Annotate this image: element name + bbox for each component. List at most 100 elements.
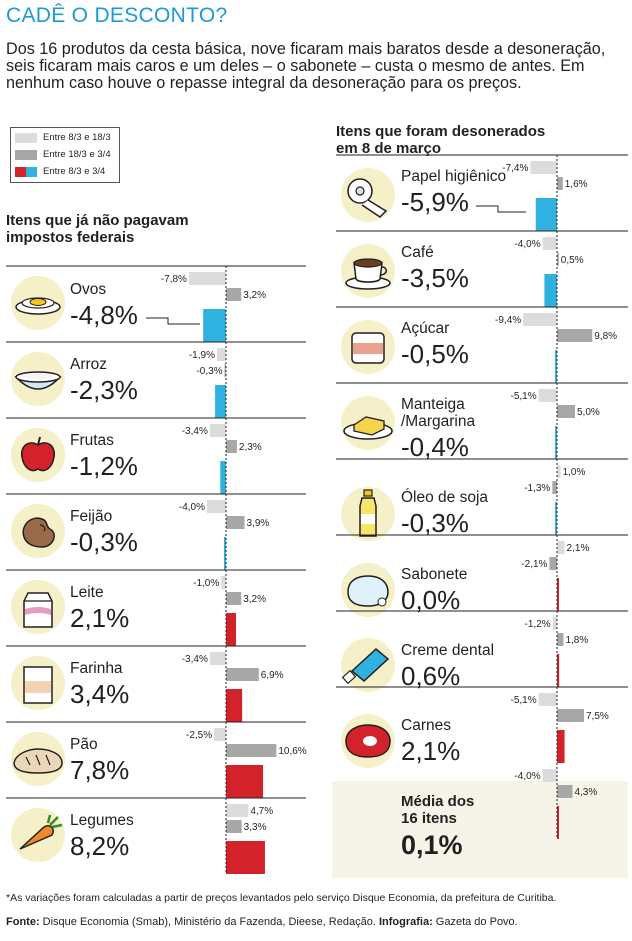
bar-period-1-sabonete xyxy=(557,541,565,554)
bar-label-period-2-arroz: -0,3% xyxy=(196,366,222,377)
item-name-sabonete: Sabonete xyxy=(401,566,468,583)
footnote: *As variações foram calculadas a partir … xyxy=(6,892,557,904)
bar-label-period-1-creme-dental: -1,2% xyxy=(525,619,551,630)
item-name-carnes: Carnes xyxy=(401,717,451,734)
right-section-title: Itens que foram desonerados em 8 de març… xyxy=(336,123,545,157)
toothpaste-icon xyxy=(341,638,395,692)
intro-text: Dos 16 produtos da cesta básica, nove fi… xyxy=(6,40,606,92)
bar-period-2-ovos xyxy=(226,288,242,301)
infographic-title: CADÊ O DESCONTO? xyxy=(6,4,228,27)
bar-period-1-farinha xyxy=(209,652,226,665)
item-total-frutas: -1,2% xyxy=(70,451,138,481)
flour-bag-icon xyxy=(11,656,65,710)
bar-label-period-1-papel-higi-nico: -7,4% xyxy=(502,163,528,174)
bar-label-period-2-p-o: 10,6% xyxy=(278,746,306,757)
bar-period-1-ovos xyxy=(188,272,226,285)
bar-label-period-1-caf-: -4,0% xyxy=(514,239,540,250)
oil-bottle-icon xyxy=(341,487,395,541)
item-name-leite: Leite xyxy=(70,584,104,601)
bar-label-period-2-ovos: 3,2% xyxy=(243,290,266,301)
milk-carton-icon xyxy=(11,580,65,634)
bar-period-1-p-o xyxy=(214,728,226,741)
bar-period-1-frutas xyxy=(209,424,226,437)
bar-period-2-sabonete xyxy=(549,557,557,570)
item-total-farinha: 3,4% xyxy=(70,679,130,709)
bar-label-period-1-legumes: 4,7% xyxy=(250,806,273,817)
bar-label-period-1-arroz: -1,9% xyxy=(189,350,215,361)
bar-label-period-1-p-o: -2,5% xyxy=(186,730,212,741)
bar-period-2-p-o xyxy=(226,744,277,757)
bar-total-frutas xyxy=(220,461,226,494)
bar-total-sabonete xyxy=(557,578,559,611)
bar-label-period-2-leite: 3,2% xyxy=(243,594,266,605)
bar-period-2-m-dia-dos-16-itens xyxy=(557,785,573,798)
bar-label-period-2--leo-de-soja: -1,3% xyxy=(524,483,550,494)
egg-icon xyxy=(11,276,65,330)
item-name-legumes: Legumes xyxy=(70,812,134,829)
bar-label-period-1-manteiga-margarina: -5,1% xyxy=(511,391,537,402)
bar-label-period-2-a-car: 9,8% xyxy=(594,331,617,342)
item-total-pao: 7,8% xyxy=(70,755,130,785)
bar-total-arroz xyxy=(215,385,226,418)
bar-period-2-caf- xyxy=(557,253,559,266)
bar-total-papel-higi-nico xyxy=(535,198,557,231)
rice-bowl-icon xyxy=(11,352,65,406)
bar-period-2-frutas xyxy=(226,440,237,453)
bar-label-period-1-ovos: -7,8% xyxy=(161,274,187,285)
bean-icon xyxy=(11,504,65,558)
bar-label-period-2-creme-dental: 1,8% xyxy=(565,635,588,646)
bar-label-period-1-feij-o: -4,0% xyxy=(179,502,205,513)
bar-label-period-2-m-dia-dos-16-itens: 4,3% xyxy=(574,787,597,798)
bar-total-leite xyxy=(226,613,236,646)
legend-swatch-total-negative xyxy=(26,167,37,177)
bar-total-feij-o xyxy=(224,537,226,570)
item-name-creme-dental: Creme dental xyxy=(401,642,495,659)
left-section-title-line-2: impostos federais xyxy=(6,229,135,246)
item-name-manteiga-line-1: Manteiga xyxy=(401,396,465,413)
bar-period-2-a-car xyxy=(557,329,593,342)
bar-total-creme-dental xyxy=(557,654,560,687)
bar-period-1-a-car xyxy=(523,313,557,326)
bar-period-2-legumes xyxy=(226,820,242,833)
item-total-leite: 2,1% xyxy=(70,603,130,633)
item-total-creme-dental: 0,6% xyxy=(401,661,461,691)
bar-period-1-creme-dental xyxy=(552,617,557,630)
bar-total-farinha xyxy=(226,689,243,722)
connector-line-papel xyxy=(476,205,526,213)
bar-period-2-manteiga-margarina xyxy=(557,405,575,418)
source-line: Fonte: Disque Economia (Smab), Ministéri… xyxy=(6,916,518,928)
bar-total-ovos xyxy=(203,309,226,342)
source-label: Fonte: xyxy=(6,916,40,928)
legend-label-total: Entre 8/3 e 3/4 xyxy=(43,166,106,177)
item-name-cafe: Café xyxy=(401,244,434,261)
bar-period-1--leo-de-soja xyxy=(557,465,561,478)
bar-total-caf- xyxy=(544,274,557,307)
item-name-feijao: Feijão xyxy=(70,508,113,525)
bar-label-period-2-caf-: 0,5% xyxy=(561,255,584,266)
bar-period-1-papel-higi-nico xyxy=(530,161,557,174)
bar-total--leo-de-soja xyxy=(555,502,557,535)
item-total-papel-higienico: -5,9% xyxy=(401,187,469,217)
average-label: Média dos 16 itens xyxy=(401,793,474,827)
bar-period-1-feij-o xyxy=(207,500,226,513)
meat-icon xyxy=(341,714,395,768)
bar-period-1-caf- xyxy=(542,237,557,250)
bar-label-period-1-carnes: -5,1% xyxy=(511,695,537,706)
bar-label-period-2-legumes: 3,3% xyxy=(244,822,267,833)
bar-label-period-2-carnes: 7,5% xyxy=(586,711,609,722)
bar-label-period-1-sabonete: 2,1% xyxy=(567,543,590,554)
bar-period-2-farinha xyxy=(226,668,259,681)
legend: Entre 8/3 e 18/3 Entre 18/3 e 3/4 Entre … xyxy=(10,127,120,183)
bar-label-period-2-sabonete: -2,1% xyxy=(521,559,547,570)
legend-label-period-1: Entre 8/3 e 18/3 xyxy=(43,132,111,143)
item-name-papel-higienico: Papel higiênico xyxy=(401,168,507,185)
bar-total-a-car xyxy=(555,350,557,383)
bar-label-period-1--leo-de-soja: 1,0% xyxy=(563,467,586,478)
bar-period-2-papel-higi-nico xyxy=(557,177,563,190)
bar-label-period-2-frutas: 2,3% xyxy=(239,442,262,453)
credit-label: Infografia: xyxy=(378,916,433,928)
bar-period-2-creme-dental xyxy=(557,633,564,646)
right-section-title-line-2: em 8 de março xyxy=(336,140,442,157)
average-box xyxy=(332,781,628,878)
